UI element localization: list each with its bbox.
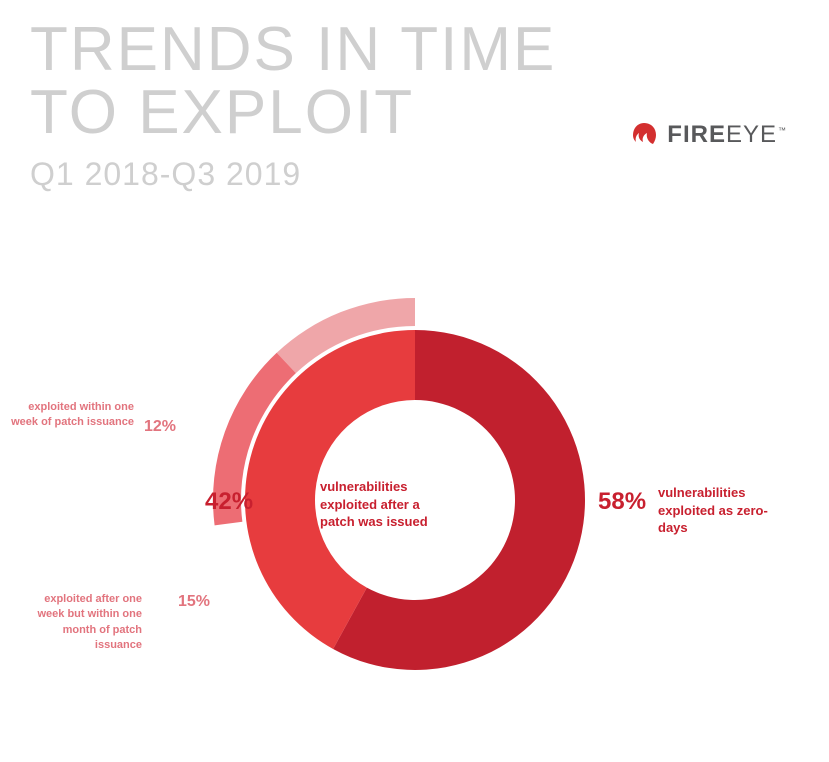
title-line-2: TO EXPLOIT xyxy=(30,78,414,147)
label-zero-days: vulnerabilities exploited as zero-days xyxy=(658,484,788,537)
pct-zero-days: 58% xyxy=(598,488,646,516)
label-within-month: exploited after one week but within one … xyxy=(24,592,142,654)
label-after-patch: vulnerabilities exploited after a patch … xyxy=(320,478,450,531)
donut-chart: 58% vulnerabilities exploited as zero-da… xyxy=(0,250,829,750)
pct-after-patch: 42% xyxy=(205,488,253,516)
brand-text: FIREEYE™ xyxy=(667,121,787,149)
pct-within-month: 15% xyxy=(178,593,210,611)
subtitle: Q1 2018-Q3 2019 xyxy=(30,156,799,193)
header: TRENDS IN TIME TO EXPLOIT Q1 2018-Q3 201… xyxy=(0,0,829,193)
title-line-1: TRENDS IN TIME xyxy=(30,15,556,84)
brand-logo: FIREEYE™ xyxy=(629,120,787,150)
fireeye-icon xyxy=(629,120,659,150)
pct-within-week: 12% xyxy=(144,418,176,436)
label-within-week: exploited within one week of patch issua… xyxy=(10,400,134,431)
